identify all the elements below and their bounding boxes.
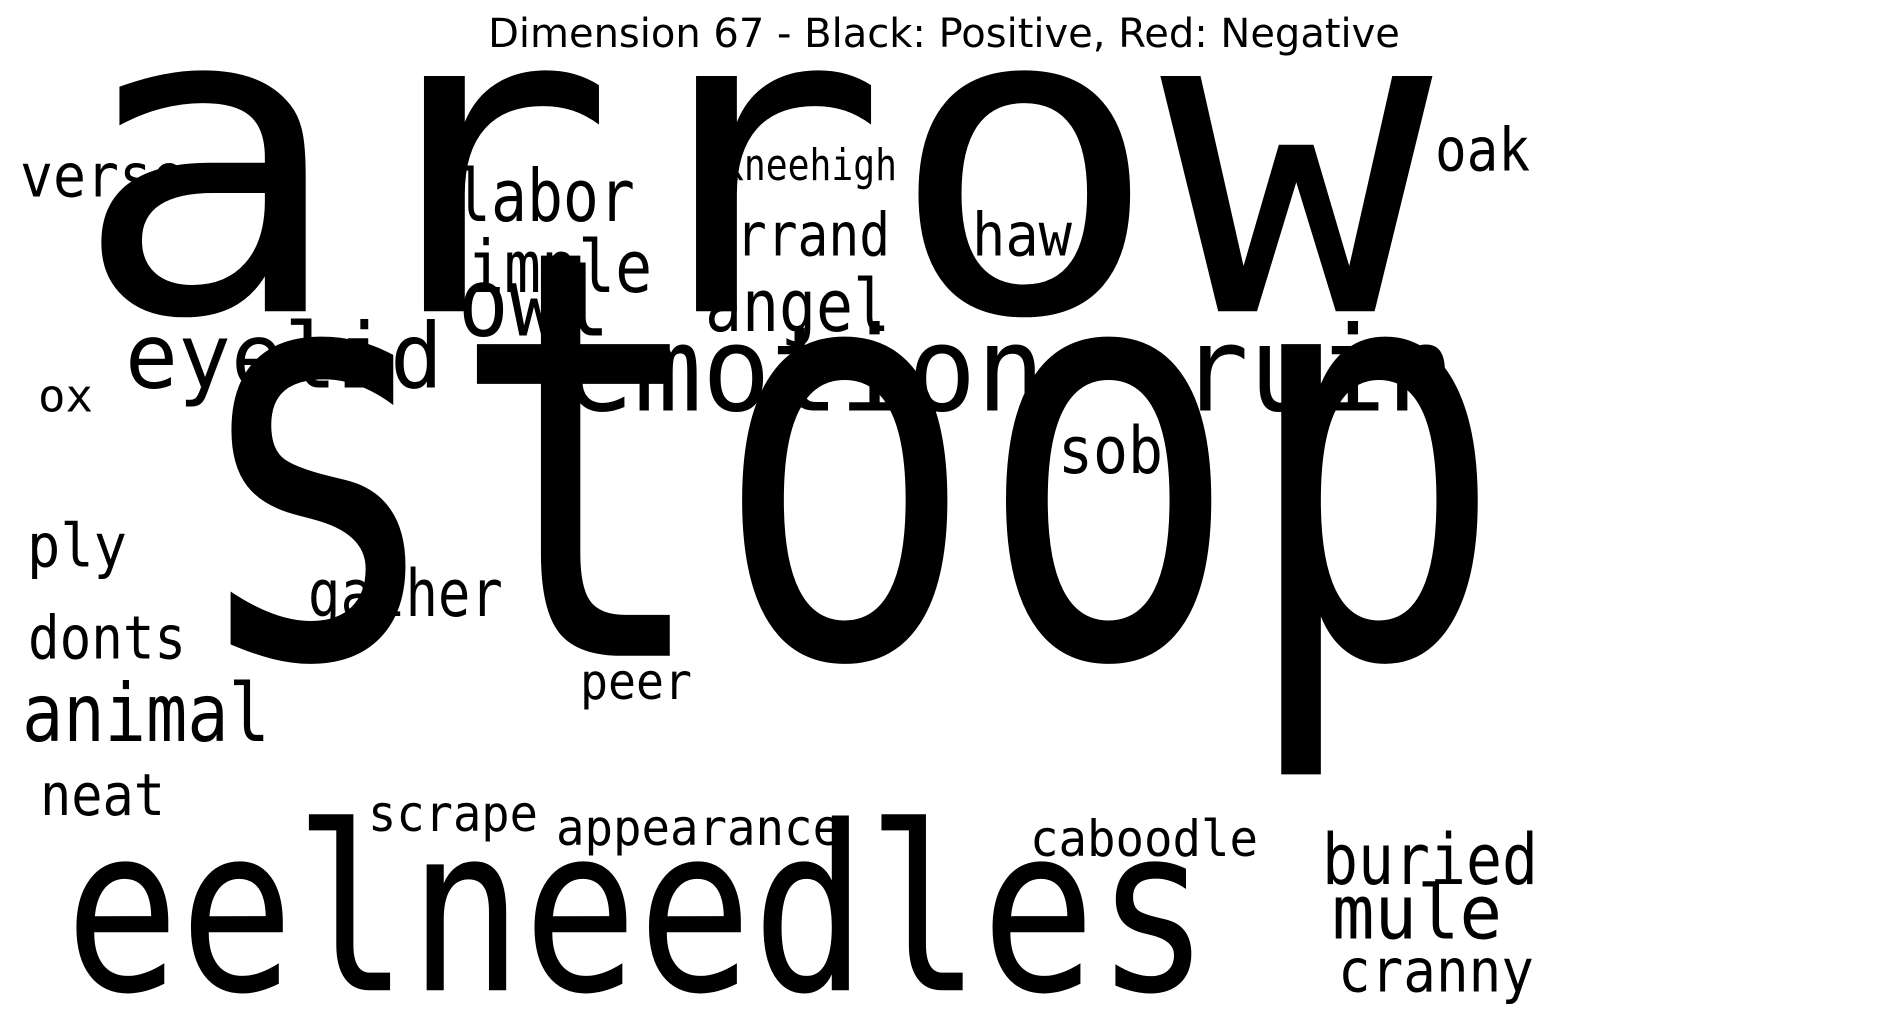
figure-title: Dimension 67 - Black: Positive, Red: Neg… bbox=[488, 11, 1400, 57]
word-sob: sob bbox=[1058, 414, 1163, 490]
word-buried: buried bbox=[1322, 818, 1538, 901]
word-caboodle: caboodle bbox=[1030, 810, 1259, 868]
word-ruin: ruin bbox=[1180, 300, 1456, 439]
word-ox: ox bbox=[38, 369, 94, 423]
word-eyelid: eyelid bbox=[125, 304, 443, 410]
word-kneehigh: kneehigh bbox=[722, 140, 898, 192]
word-errand: errand bbox=[705, 200, 891, 271]
word-angel: angel bbox=[705, 264, 891, 349]
word-simple: simple bbox=[430, 225, 653, 310]
word-eelneedles: eelneedles bbox=[65, 778, 1211, 1010]
word-arrow: arrow bbox=[72, 0, 1433, 414]
word-peer: peer bbox=[580, 653, 692, 711]
word-mule: mule bbox=[1332, 868, 1502, 957]
word-stoop: stoop bbox=[185, 127, 1505, 791]
word-emotion: emotion bbox=[565, 300, 1045, 439]
word-scrape: scrape bbox=[368, 785, 538, 843]
word-oak: oak bbox=[1435, 115, 1531, 186]
word-ply: ply bbox=[27, 511, 128, 582]
word-donts: donts bbox=[28, 603, 187, 674]
word-owl: owl bbox=[458, 248, 611, 359]
word-neat: neat bbox=[40, 761, 166, 830]
word-gather: gather bbox=[308, 557, 503, 633]
word-labor: labor bbox=[455, 154, 635, 239]
word-cranny: cranny bbox=[1338, 936, 1534, 1007]
word-appearance: appearance bbox=[556, 799, 842, 857]
word-haw: haw bbox=[972, 200, 1073, 271]
word-animal: animal bbox=[22, 667, 270, 761]
word-verse: verse bbox=[20, 141, 185, 212]
